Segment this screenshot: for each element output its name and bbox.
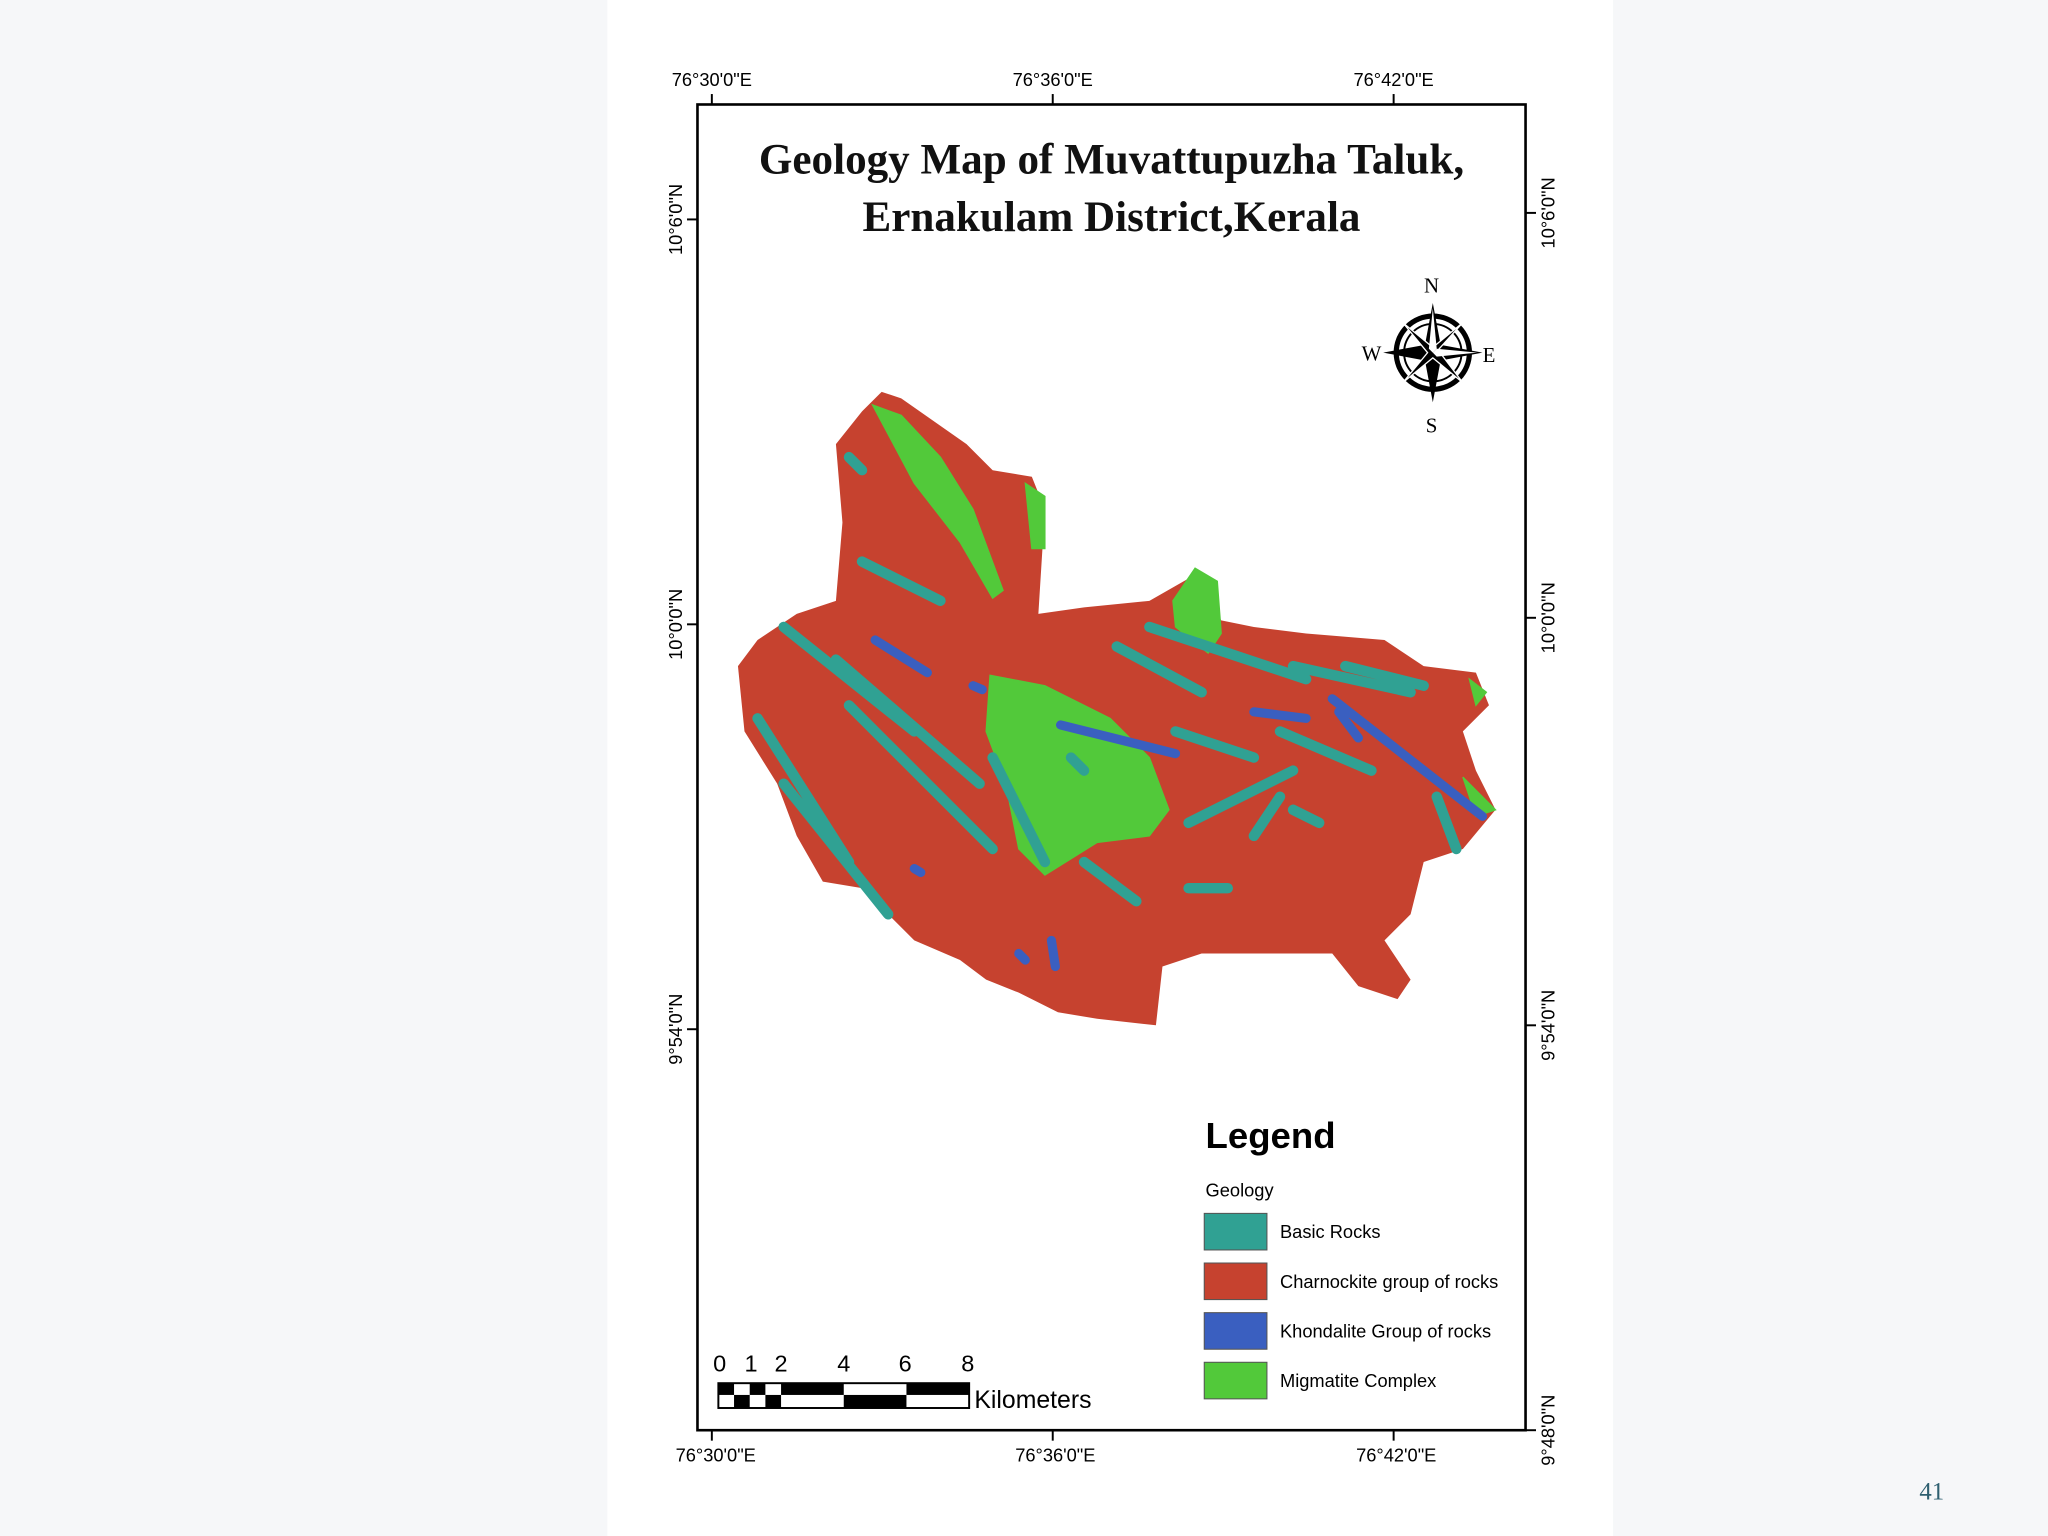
scale-tick-label: 1 <box>744 1350 757 1376</box>
lat-label: 9°54'0"N <box>1537 990 1558 1061</box>
coordinate-labels: 76°30'0"E 76°36'0"E 76°42'0"E 76°30'0"E … <box>665 69 1558 1466</box>
khondalite-streaks <box>870 635 1488 972</box>
lat-label: 10°6'0"N <box>1537 177 1558 248</box>
legend-swatch <box>1203 1312 1268 1350</box>
lon-label: 76°42'0"E <box>1356 1445 1436 1466</box>
legend: Legend Geology Basic Rocks Charnockite gr… <box>1203 1115 1498 1400</box>
title-line: Geology Map of Muvattupuzha Taluk, <box>759 137 1464 184</box>
legend-label: Basic Rocks <box>1280 1221 1381 1242</box>
ticks <box>687 94 1536 1441</box>
lat-label: 9°54'0"N <box>665 994 686 1065</box>
geology-map <box>737 391 1497 1026</box>
lon-label: 76°30'0"E <box>676 1445 756 1466</box>
legend-swatch <box>1203 1212 1268 1251</box>
lon-label: 76°30'0"E <box>672 69 752 90</box>
legend-swatch <box>1203 1361 1268 1400</box>
legend-items: Basic Rocks Charnockite group of rocks Kho… <box>1203 1212 1498 1400</box>
scale-tick-label: 4 <box>837 1350 850 1376</box>
legend-swatch <box>1203 1262 1268 1301</box>
legend-title: Legend <box>1206 1115 1336 1156</box>
scale-tick-label: 8 <box>961 1350 974 1376</box>
scale-tick-label: 2 <box>775 1350 788 1376</box>
legend-label: Charnockite group of rocks <box>1280 1271 1498 1292</box>
compass-south: S <box>1426 413 1438 437</box>
charnockite-area <box>737 391 1496 1026</box>
legend-subtitle: Geology <box>1206 1179 1275 1200</box>
compass-east: E <box>1483 343 1496 367</box>
compass-north: N <box>1424 274 1439 298</box>
compass-west: W <box>1362 341 1382 365</box>
lon-label: 76°42'0"E <box>1353 69 1433 90</box>
lat-label: 10°0'0"N <box>1537 582 1558 653</box>
legend-label: Khondalite Group of rocks <box>1280 1320 1491 1341</box>
lat-label: 10°6'0"N <box>665 184 686 255</box>
map-title: Geology Map of Muvattupuzha Taluk, Ernak… <box>759 137 1464 241</box>
lat-label: 10°0'0"N <box>665 589 686 660</box>
legend-label: Migmatite Complex <box>1280 1370 1436 1391</box>
lon-label: 76°36'0"E <box>1013 69 1093 90</box>
title-line: Ernakulam District,Kerala <box>863 194 1361 241</box>
scale-tick-label: 6 <box>899 1350 912 1376</box>
scale-unit: Kilometers <box>974 1387 1091 1414</box>
lon-label: 76°36'0"E <box>1015 1445 1095 1466</box>
compass: N E S W <box>1362 274 1496 438</box>
page-number: 41 <box>1919 1478 1944 1505</box>
basic-rock-streaks <box>752 451 1462 920</box>
scale-tick-label: 0 <box>713 1350 726 1376</box>
lat-label: 9°48'0"N <box>1537 1395 1558 1466</box>
